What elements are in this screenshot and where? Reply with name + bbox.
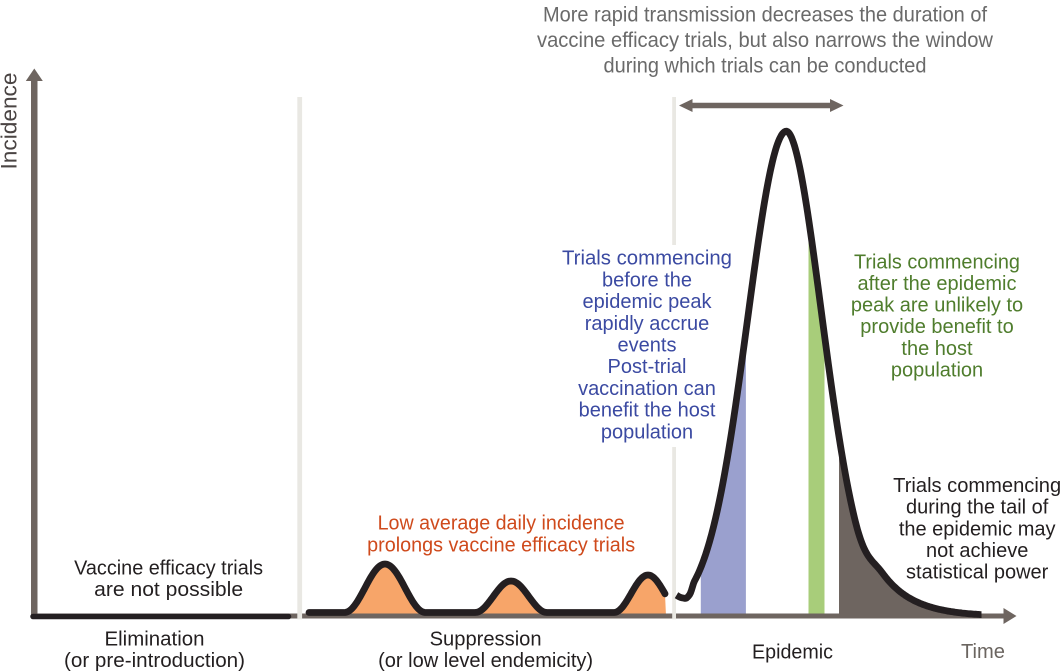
svg-text:Post-trial: Post-trial	[608, 356, 687, 378]
svg-text:epidemic peak: epidemic peak	[583, 291, 713, 313]
svg-text:prolongs vaccine efficacy tria: prolongs vaccine efficacy trials	[367, 534, 635, 556]
svg-text:during which trials can be con: during which trials can be conducted	[604, 55, 927, 78]
svg-text:not achieve: not achieve	[926, 540, 1028, 562]
svg-text:vaccination can: vaccination can	[578, 378, 716, 400]
svg-text:peak are unlikely to: peak are unlikely to	[851, 295, 1023, 317]
svg-text:population: population	[891, 359, 983, 381]
svg-text:after the epidemic: after the epidemic	[858, 273, 1017, 295]
svg-text:Time: Time	[961, 641, 1005, 663]
svg-text:events: events	[618, 335, 677, 357]
svg-text:More rapid transmission decrea: More rapid transmission decreases the du…	[543, 4, 987, 27]
svg-text:provide benefit to: provide benefit to	[860, 316, 1013, 338]
svg-text:Incidence: Incidence	[0, 73, 22, 170]
svg-text:Trials commencing: Trials commencing	[893, 475, 1061, 497]
svg-text:Elimination: Elimination	[105, 628, 205, 650]
svg-text:the host: the host	[901, 338, 973, 360]
svg-text:Trials commencing: Trials commencing	[854, 252, 1020, 274]
svg-text:during the tail of: during the tail of	[906, 497, 1049, 519]
svg-text:Trials commencing: Trials commencing	[562, 248, 732, 270]
svg-text:population: population	[601, 421, 693, 443]
svg-text:Vaccine efficacy trials: Vaccine efficacy trials	[74, 557, 263, 579]
svg-text:(or low level endemicity): (or low level endemicity)	[378, 650, 593, 671]
svg-text:statistical power: statistical power	[906, 562, 1049, 584]
svg-text:Suppression: Suppression	[430, 628, 542, 650]
svg-text:benefit the host: benefit the host	[579, 400, 716, 422]
svg-text:Epidemic: Epidemic	[752, 641, 833, 663]
svg-text:(or pre-introduction): (or pre-introduction)	[64, 650, 245, 671]
svg-text:vaccine efficacy trials, but a: vaccine efficacy trials, but also narrow…	[537, 29, 994, 52]
svg-text:the epidemic may: the epidemic may	[899, 518, 1056, 540]
svg-text:Low average daily incidence: Low average daily incidence	[378, 513, 625, 535]
svg-text:are not possible: are not possible	[94, 579, 243, 601]
svg-text:before the: before the	[602, 269, 692, 291]
svg-text:rapidly accrue: rapidly accrue	[585, 313, 710, 335]
